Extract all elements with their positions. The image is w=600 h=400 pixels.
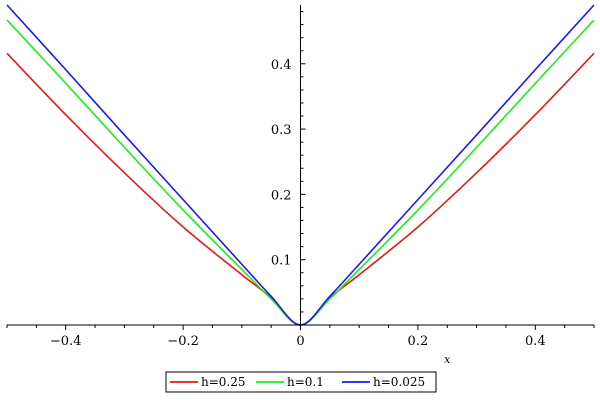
x-axis-label: x (444, 353, 451, 366)
x-tick-label: −0.4 (50, 334, 82, 349)
y-tick-label: 0.4 (271, 58, 292, 73)
y-tick-label: 0.2 (271, 188, 292, 203)
ticks-layer: −0.4 −0.2 0 0.2 0.4 0.1 0.2 0.3 0.4 (6, 11, 595, 349)
y-tick-label: 0.3 (271, 123, 292, 138)
axes-layer (7, 5, 594, 326)
x-tick-label: 0.4 (525, 334, 546, 349)
x-tick-label: 0 (296, 334, 304, 349)
legend-entry-1: h=0.1 (287, 375, 324, 389)
x-tick-label: 0.2 (408, 334, 429, 349)
legend: h=0.25 h=0.1 h=0.025 (165, 371, 437, 393)
legend-box (165, 371, 437, 393)
legend-entry-0: h=0.25 (201, 375, 246, 389)
legend-entry-2: h=0.025 (373, 375, 425, 389)
y-tick-label: 0.1 (271, 254, 292, 269)
x-tick-label: −0.2 (167, 334, 199, 349)
